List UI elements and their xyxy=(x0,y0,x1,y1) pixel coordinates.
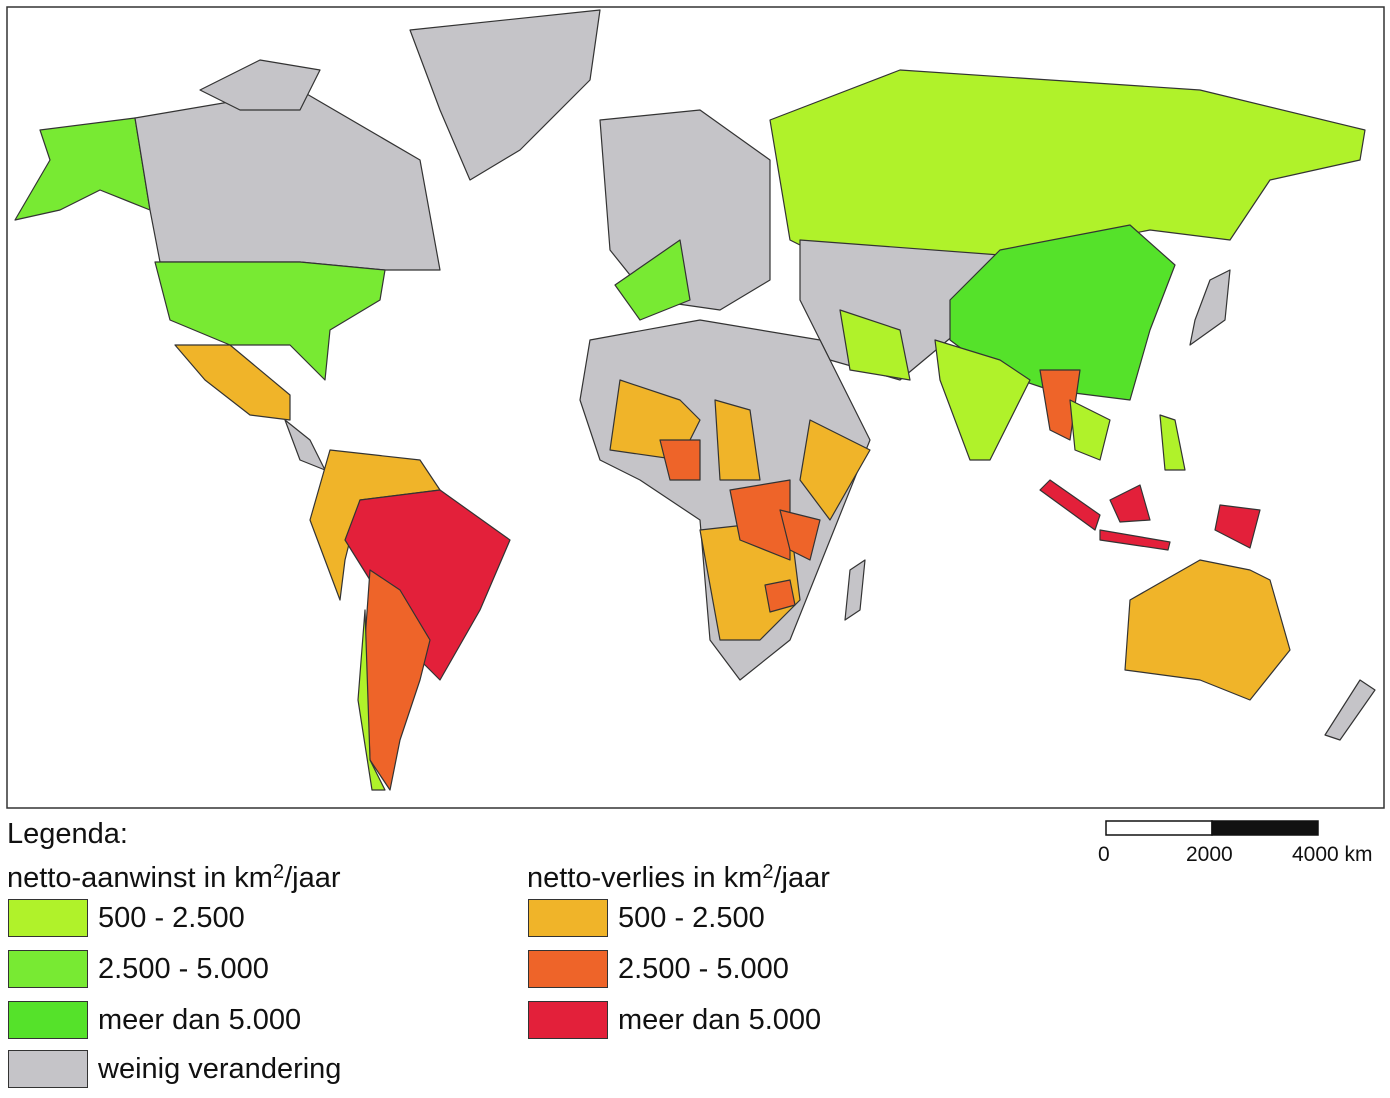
heading-text: netto-verlies in km xyxy=(527,862,763,894)
scale-segment xyxy=(1211,820,1319,836)
east-africa xyxy=(799,419,871,521)
heading-end: /jaar xyxy=(284,862,341,894)
heading-end: /jaar xyxy=(773,862,830,894)
greenland xyxy=(409,9,601,181)
scale-label: 2000 xyxy=(1186,843,1233,866)
myanmar xyxy=(1039,369,1081,441)
france-spain xyxy=(614,239,691,321)
japan xyxy=(1189,269,1231,346)
australia xyxy=(1124,559,1291,701)
usa xyxy=(154,261,386,381)
new-guinea xyxy=(1214,504,1261,549)
tanzania xyxy=(779,509,821,561)
brazil xyxy=(344,489,511,681)
legend-swatch xyxy=(528,899,608,937)
legend-swatch xyxy=(8,950,88,988)
java xyxy=(1099,529,1171,551)
legend-swatch xyxy=(8,899,88,937)
legend-swatch xyxy=(528,1001,608,1039)
legend-label: 500 - 2.500 xyxy=(618,902,765,934)
chile xyxy=(357,609,386,791)
scale-label: 4000 km xyxy=(1292,843,1373,866)
heading-text: netto-aanwinst in km xyxy=(7,862,273,894)
europe xyxy=(599,109,771,311)
borneo xyxy=(1109,484,1151,523)
arctic-islands xyxy=(199,59,321,111)
legend-swatch xyxy=(8,1001,88,1039)
legend-label: 2.500 - 5.000 xyxy=(98,953,269,985)
heading-sup: 2 xyxy=(762,861,774,883)
philippines xyxy=(1159,414,1186,471)
iran xyxy=(839,309,911,381)
heading-sup: 2 xyxy=(272,861,285,883)
scale-segment xyxy=(1105,820,1213,836)
zimbabwe xyxy=(764,579,796,613)
legend-title: Legenda: xyxy=(7,818,128,850)
legend-heading: netto-aanwinst in km2/jaar xyxy=(7,861,341,894)
legend-swatch xyxy=(8,1050,88,1088)
legend-heading: netto-verlies in km2/jaar xyxy=(527,861,830,894)
southeast-asia xyxy=(1069,399,1111,461)
sahel xyxy=(714,399,761,481)
legend-label: 2.500 - 5.000 xyxy=(618,953,789,985)
legend-label: meer dan 5.000 xyxy=(98,1004,302,1036)
legend-label: 500 - 2.500 xyxy=(98,902,245,934)
scale-bar xyxy=(1105,820,1319,836)
sumatra xyxy=(1039,479,1101,531)
countries xyxy=(14,9,1376,791)
legend-label: weinig verandering xyxy=(98,1053,342,1085)
india xyxy=(934,339,1031,461)
mexico xyxy=(174,344,291,421)
congo xyxy=(729,479,791,561)
world-map xyxy=(6,6,1385,809)
new-zealand xyxy=(1324,679,1376,741)
scale-label: 0 xyxy=(1098,843,1110,866)
legend-swatch xyxy=(528,950,608,988)
legend-label: meer dan 5.000 xyxy=(618,1004,822,1036)
madagascar xyxy=(844,559,866,621)
nigeria xyxy=(659,439,701,481)
